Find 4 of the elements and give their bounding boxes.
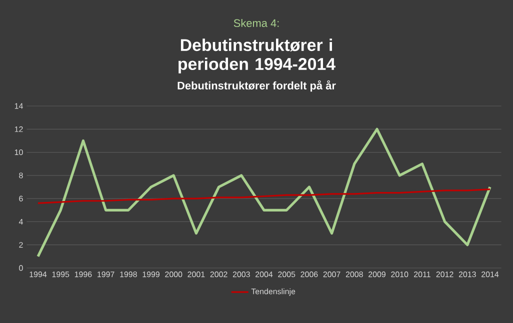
- text: Skema 4:: [234, 18, 279, 28]
- chart-subtitle: Debutinstruktører fordelt på år: [178, 80, 336, 92]
- chart-title: Debutinstruktører i perioden 1994-2014: [178, 38, 336, 74]
- line-series: [36, 128, 492, 258]
